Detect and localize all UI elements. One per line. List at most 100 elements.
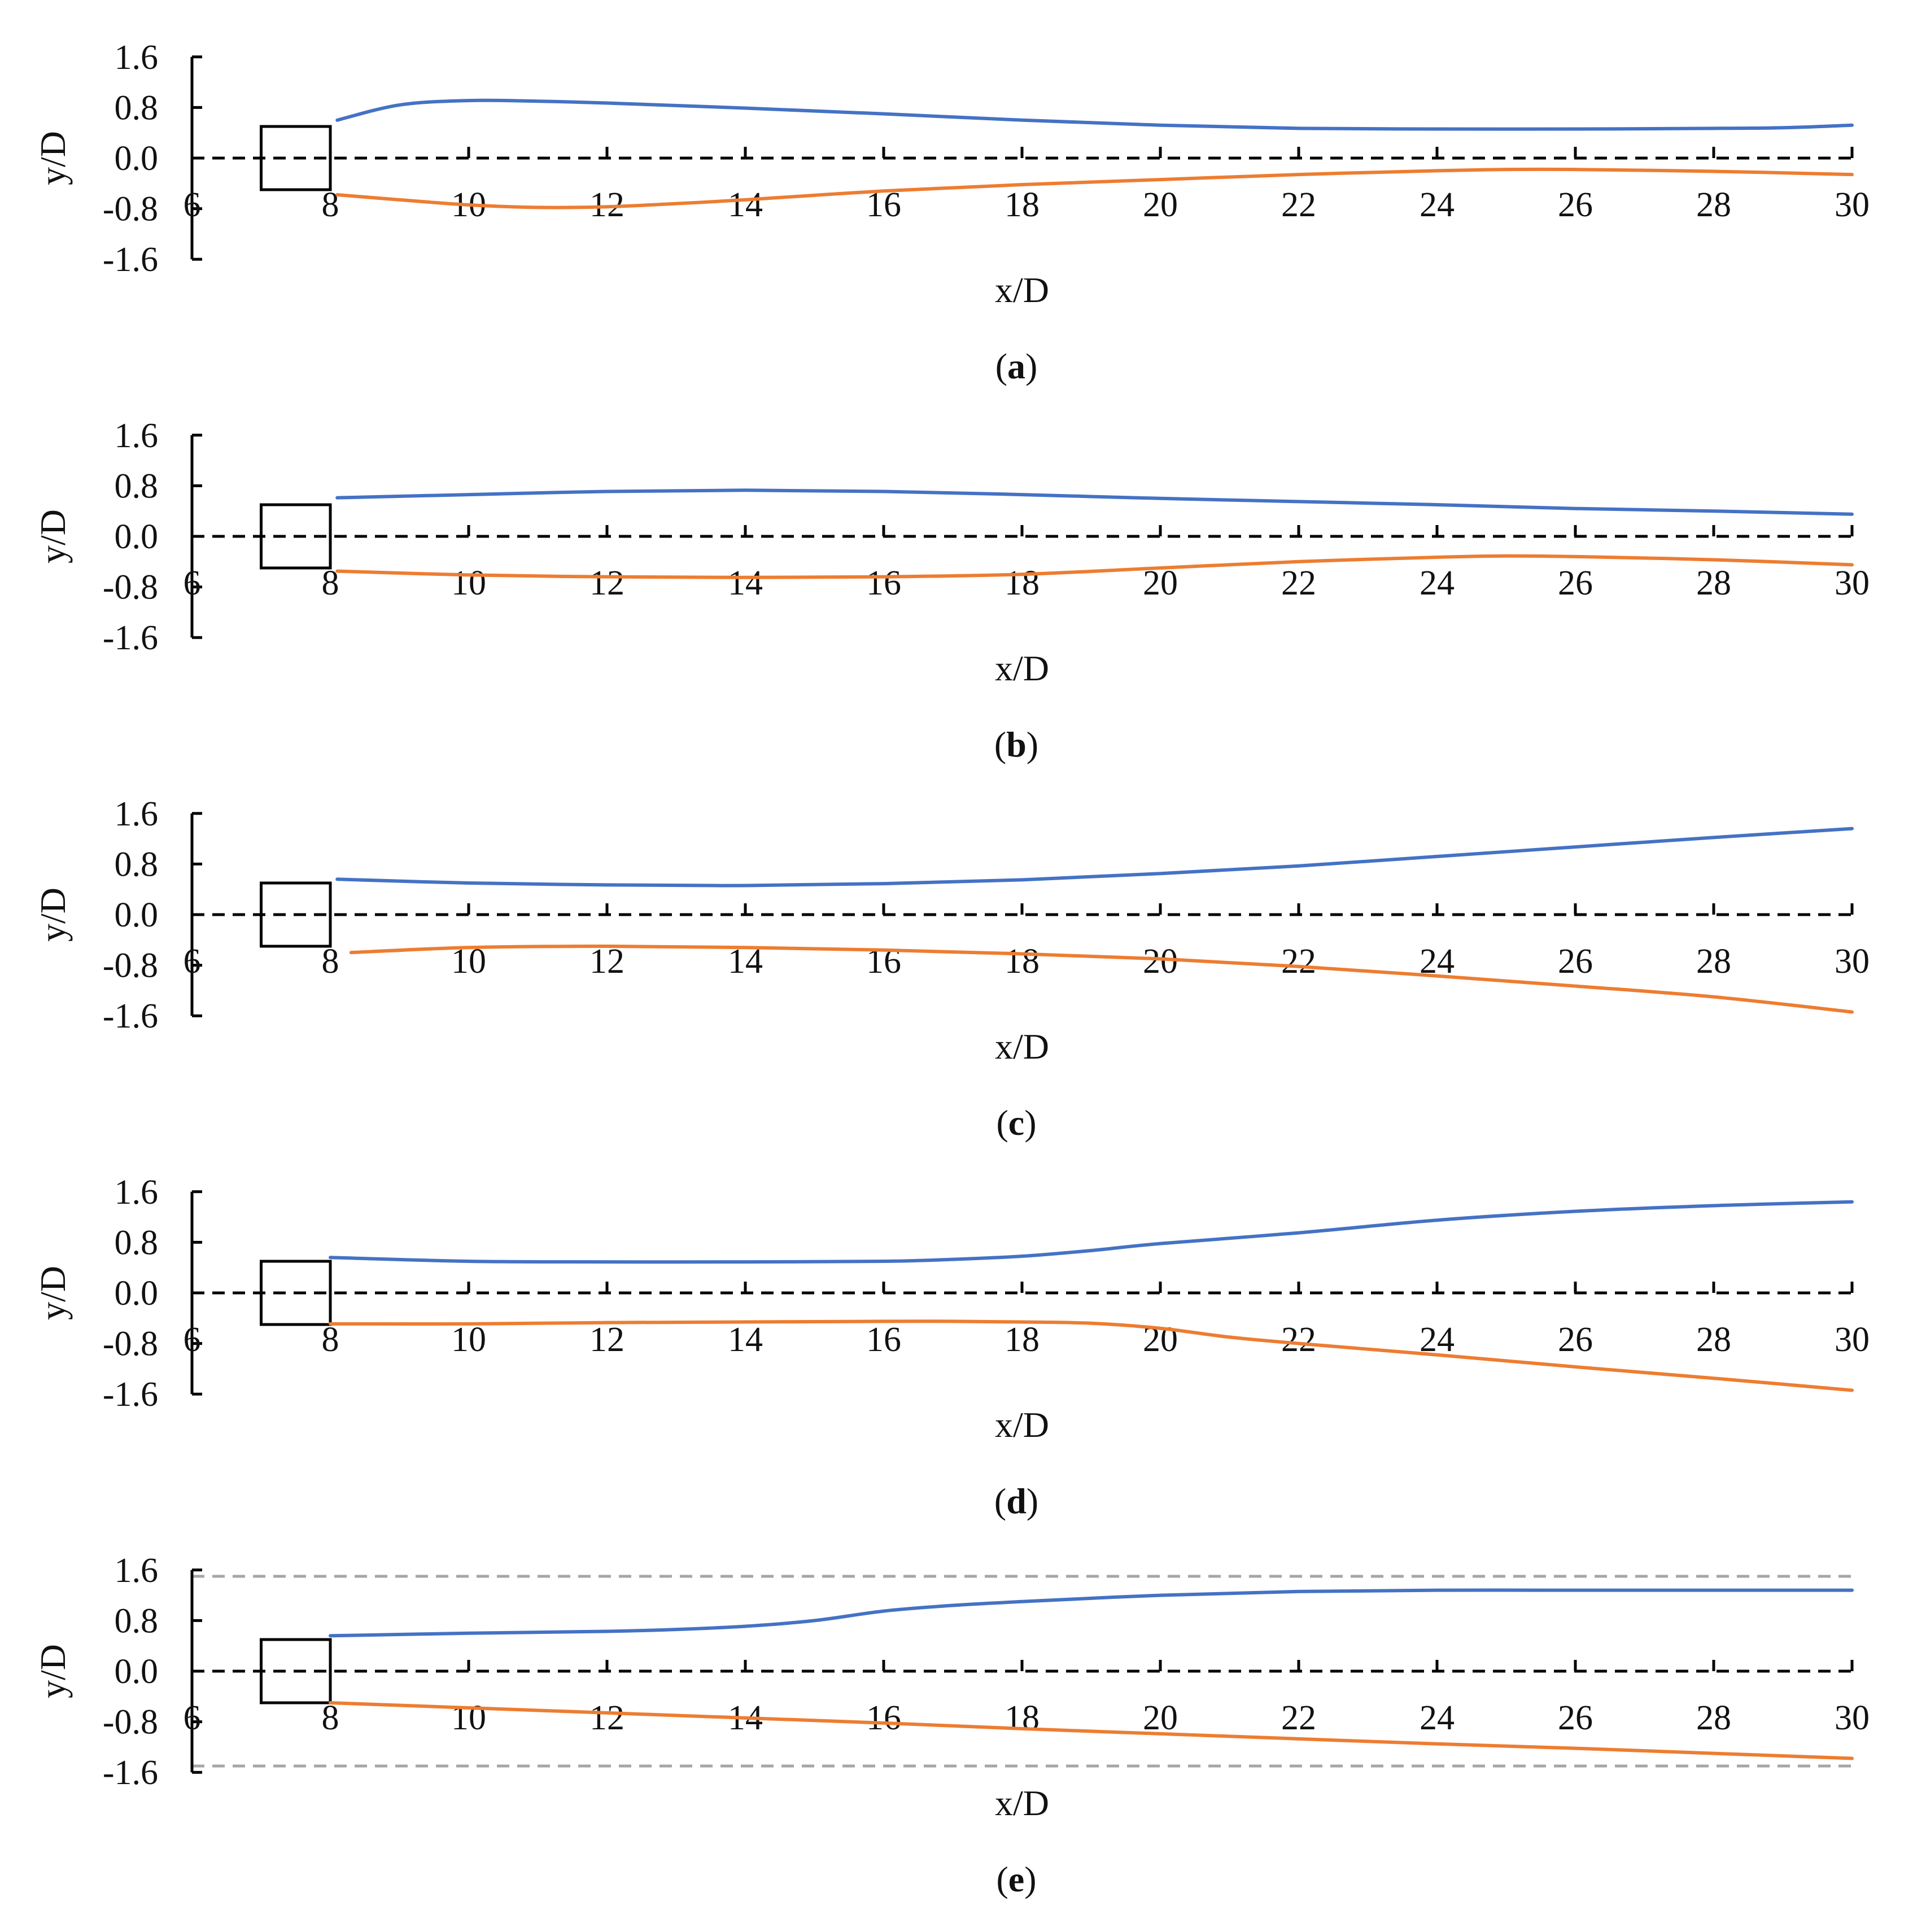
x-tick-label: 18 (1005, 942, 1040, 981)
caption-letter: a (1007, 346, 1025, 386)
x-axis-title: x/D (995, 648, 1049, 688)
panel-d: 1.60.80.0-0.8-1.6y/D6 8 10 12 14 16 18 20 22 24 26… (33, 1173, 1870, 1521)
cylinder-box (260, 125, 332, 191)
y-axis-title: y/D (33, 509, 73, 563)
x-tick-label: 6 (184, 564, 201, 602)
x-tick-label: 30 (1835, 942, 1870, 981)
lower-shear-layer-line (329, 1319, 1854, 1392)
x-tick-label: 18 (1005, 186, 1040, 224)
y-tick-label: -1.6 (103, 1375, 158, 1414)
y-tick-label: 1.6 (115, 38, 159, 77)
x-tick-label: 22 (1281, 1321, 1316, 1359)
cylinder-box (260, 1638, 332, 1704)
x-tick-label: 26 (1558, 942, 1593, 981)
x-tick-label: 10 (451, 564, 486, 602)
x-tick-label: 18 (1005, 1699, 1040, 1737)
x-tick-label: 14 (728, 186, 763, 224)
x-tick-label: 6 (184, 942, 201, 981)
upper-shear-layer-line (329, 1588, 1854, 1638)
y-tick-label: -0.8 (103, 569, 158, 607)
x-tick-label: 18 (1005, 564, 1040, 602)
upper-shear-layer-line (335, 488, 1854, 516)
y-tick-label: 0.0 (115, 1274, 159, 1313)
x-tick-label: 8 (322, 186, 339, 224)
x-tick-label: 6 (184, 1321, 201, 1359)
y-tick-label: -0.8 (103, 190, 158, 229)
x-tick-label: 16 (866, 1321, 901, 1359)
cylinder-box (260, 503, 332, 570)
caption-letter: d (1006, 1481, 1027, 1521)
x-tick-label: 22 (1281, 564, 1316, 602)
y-tick-label: -1.6 (103, 619, 158, 657)
x-tick-label: 12 (589, 942, 624, 981)
y-tick-label: 0.8 (115, 467, 159, 505)
x-axis-title: x/D (995, 1783, 1049, 1823)
y-tick-label: -0.8 (103, 1703, 158, 1742)
caption-close: ) (1024, 1859, 1036, 1899)
caption-open: ( (994, 1481, 1006, 1521)
y-tick-label: 1.6 (115, 1551, 159, 1590)
x-tick-label: 30 (1835, 1321, 1870, 1359)
x-tick-label: 20 (1143, 942, 1178, 981)
y-axis-title: y/D (33, 888, 73, 942)
caption-letter: e (1008, 1859, 1024, 1899)
panel-e: 1.60.80.0-0.8-1.6y/D6 8 10 12 14 16 18 20 22 24 26… (33, 1551, 1870, 1899)
y-tick-label: 0.8 (115, 1223, 159, 1262)
lower-shear-layer-line (329, 1701, 1854, 1760)
x-tick-label: 20 (1143, 564, 1178, 602)
x-tick-label: 12 (589, 564, 624, 602)
y-tick-label: 0.0 (115, 896, 159, 934)
y-tick-label: 0.0 (115, 1653, 159, 1691)
x-tick-label: 30 (1835, 1699, 1870, 1737)
panel-caption: (d) (994, 1481, 1038, 1521)
x-tick-label: 22 (1281, 942, 1316, 981)
caption-open: ( (995, 346, 1007, 386)
y-axis-title: y/D (33, 1266, 73, 1320)
y-axis-title: y/D (33, 131, 73, 185)
x-tick-label: 16 (866, 942, 901, 981)
caption-close: ) (1027, 1481, 1038, 1521)
x-tick-label: 8 (322, 1699, 339, 1737)
x-tick-label: 12 (589, 1699, 624, 1737)
x-tick-label: 30 (1835, 186, 1870, 224)
x-tick-label: 8 (322, 942, 339, 981)
x-tick-label: 6 (184, 186, 201, 224)
panel-caption: (b) (994, 724, 1038, 764)
cylinder-box (260, 1260, 332, 1326)
upper-shear-layer-line (329, 1200, 1854, 1264)
x-tick-label: 12 (589, 1321, 624, 1359)
y-tick-label: 0.0 (115, 518, 159, 556)
caption-close: ) (1025, 346, 1037, 386)
y-tick-label: -1.6 (103, 997, 158, 1035)
x-tick-label: 24 (1420, 186, 1455, 224)
x-tick-label: 26 (1558, 564, 1593, 602)
x-tick-label: 6 (184, 1699, 201, 1737)
panel-b: 1.60.80.0-0.8-1.6y/D6 8 10 12 14 16 18 20 22 24 26… (33, 417, 1870, 764)
x-tick-label: 30 (1835, 564, 1870, 602)
cylinder-box (260, 881, 332, 948)
y-tick-label: 1.6 (115, 417, 159, 455)
panel-c: 1.60.80.0-0.8-1.6y/D6 8 10 12 14 16 18 20 22 24 26… (33, 795, 1870, 1143)
x-tick-label: 28 (1696, 564, 1731, 602)
x-tick-label: 26 (1558, 1699, 1593, 1737)
x-tick-label: 26 (1558, 186, 1593, 224)
caption-close: ) (1027, 724, 1038, 764)
y-tick-label: -1.6 (103, 241, 158, 279)
y-tick-label: 1.6 (115, 795, 159, 833)
y-tick-label: -0.8 (103, 1325, 158, 1363)
caption-letter: b (1006, 724, 1027, 764)
x-tick-label: 18 (1005, 1321, 1040, 1359)
x-tick-label: 14 (728, 1321, 763, 1359)
x-tick-label: 26 (1558, 1321, 1593, 1359)
y-tick-label: 1.6 (115, 1173, 159, 1212)
y-tick-label: -0.8 (103, 947, 158, 985)
caption-close: ) (1024, 1103, 1036, 1143)
x-tick-label: 10 (451, 1699, 486, 1737)
x-tick-label: 28 (1696, 942, 1731, 981)
caption-open: ( (996, 1859, 1008, 1899)
panel-a: 1.60.80.0-0.8-1.6y/D6 8 10 12 14 16 18 20 22 24 26… (33, 38, 1870, 386)
panel-caption: (e) (996, 1859, 1036, 1899)
x-tick-label: 14 (728, 564, 763, 602)
lower-shear-layer-line (335, 554, 1854, 579)
